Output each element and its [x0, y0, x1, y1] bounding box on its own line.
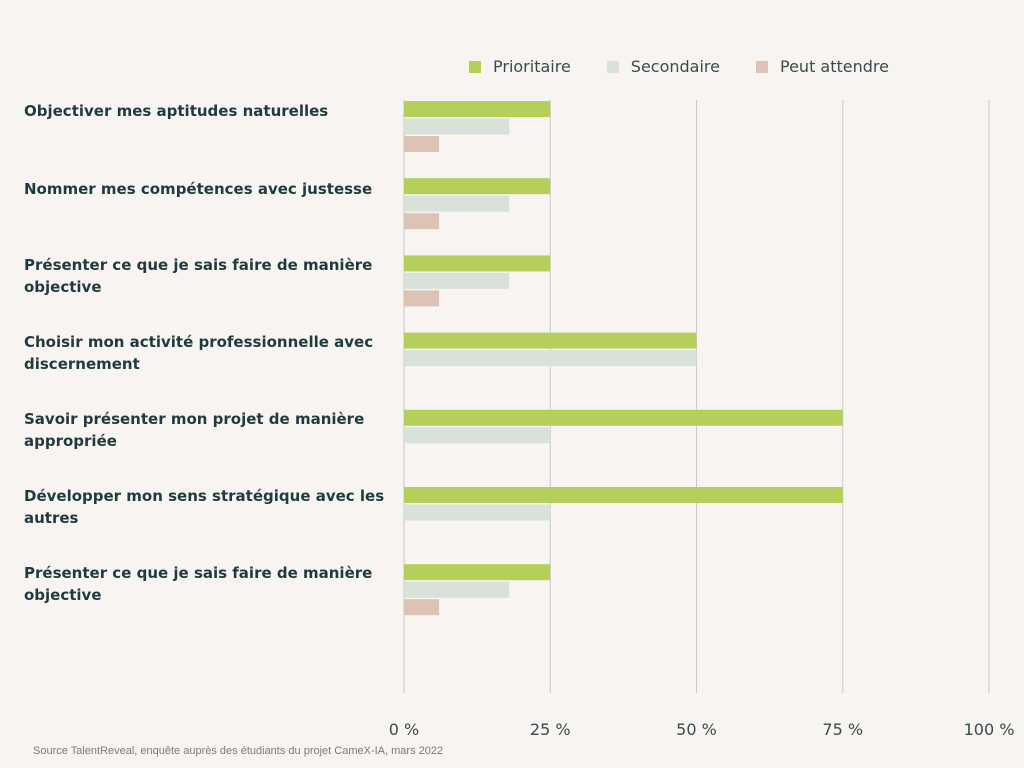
bar-peut-attendre-1	[404, 136, 440, 152]
legend: Prioritaire Secondaire Peut attendre	[469, 57, 889, 76]
legend-item-prioritaire: Prioritaire	[469, 57, 571, 76]
bar-prioritaire-7	[404, 564, 551, 581]
x-tick-label-75: 75 %	[822, 720, 863, 739]
category-label-1: Objectiver mes aptitudes naturelles	[24, 102, 329, 120]
bar-secondaire-2	[404, 195, 510, 212]
category-label-4: Choisir mon activité professionnelle ave…	[24, 333, 374, 373]
legend-label-peut-attendre: Peut attendre	[780, 57, 889, 76]
legend-item-secondaire: Secondaire	[606, 57, 720, 76]
legend-swatch-secondaire	[606, 60, 619, 73]
bar-secondaire-4	[404, 350, 697, 367]
legend-swatch-peut-attendre	[756, 60, 768, 73]
bar-secondaire-5	[404, 427, 551, 444]
bar-prioritaire-4	[404, 332, 697, 349]
bar-prioritaire-2	[404, 178, 551, 195]
category-label-3: Présenter ce que je sais faire de manièr…	[24, 256, 373, 296]
bar-secondaire-6	[404, 504, 551, 521]
bar-prioritaire-6	[404, 487, 843, 503]
legend-item-peut-attendre: Peut attendre	[756, 57, 889, 76]
legend-label-prioritaire: Prioritaire	[493, 57, 571, 76]
source-note: Source TalentReveal, enquête auprès des …	[33, 745, 444, 757]
x-tick-label-25: 25 %	[530, 720, 571, 739]
category-label-5: Savoir présenter mon projet de manière a…	[24, 410, 365, 450]
category-label-6: Développer mon sens stratégique avec les…	[24, 487, 385, 527]
bar-secondaire-3	[404, 272, 510, 289]
legend-swatch-prioritaire	[469, 60, 481, 73]
category-label-2: Nommer mes compétences avec justesse	[24, 180, 373, 198]
x-tick-label-100: 100 %	[964, 720, 1015, 739]
x-tick-label-50: 50 %	[676, 720, 717, 739]
bar-prioritaire-1	[404, 101, 551, 117]
x-tick-label-0: 0 %	[389, 720, 419, 739]
bar-secondaire-1	[404, 118, 510, 135]
bar-peut-attendre-3	[404, 290, 440, 307]
category-label-7: Présenter ce que je sais faire de manièr…	[24, 564, 373, 604]
bar-prioritaire-5	[404, 409, 843, 426]
legend-label-secondaire: Secondaire	[630, 57, 720, 76]
bar-peut-attendre-2	[404, 213, 440, 230]
bar-prioritaire-3	[404, 255, 551, 272]
bar-peut-attendre-7	[404, 599, 440, 616]
bar-secondaire-7	[404, 581, 510, 598]
